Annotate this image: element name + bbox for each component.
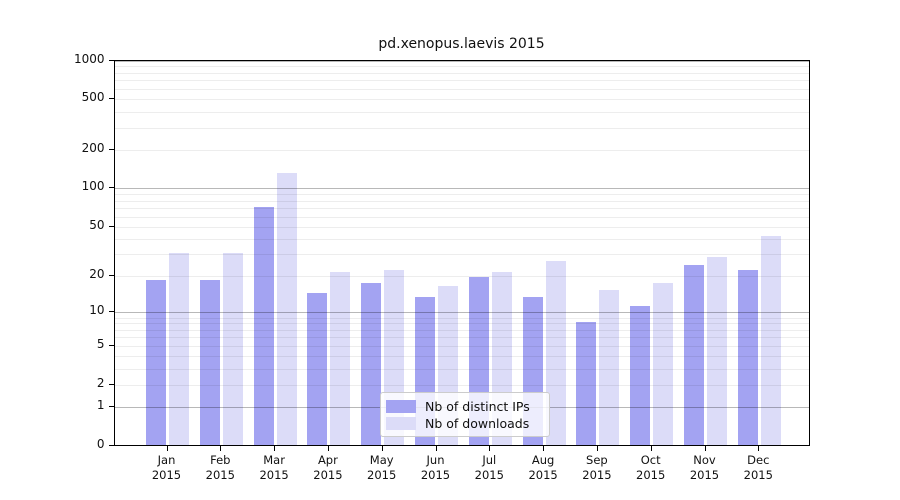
x-tick-aug <box>543 445 545 451</box>
y-tick-20 <box>108 275 114 277</box>
y-tick-0 <box>108 445 114 446</box>
gridline-200 <box>114 150 809 152</box>
legend-swatch-downloads <box>386 416 416 430</box>
x-label-jan: Jan 2015 <box>151 452 182 482</box>
y-tick-label-10: 10 <box>89 303 105 318</box>
gridline-100 <box>114 188 809 190</box>
y-tick-label-20: 20 <box>89 267 105 282</box>
bar-oct-downloads <box>653 283 674 445</box>
x-label-oct: Oct 2015 <box>636 452 666 482</box>
legend-item-downloads: Nb of downloads <box>386 415 549 431</box>
y-tick-1 <box>108 406 114 408</box>
x-label-jul: Jul 2015 <box>474 452 504 482</box>
bar-oct-distinct-ips <box>630 305 651 445</box>
y-tick-label-1: 1 <box>96 398 105 413</box>
legend-label-distinct-ips: Nb of distinct IPs <box>425 398 530 414</box>
x-label-apr: Apr 2015 <box>313 452 343 482</box>
y-tick-label-1000: 1000 <box>73 51 105 66</box>
y-tick-2 <box>108 383 114 385</box>
gridline-30 <box>114 254 809 256</box>
y-tick-100 <box>108 187 114 189</box>
x-label-may: May 2015 <box>367 452 397 482</box>
bar-may-distinct-ips <box>361 283 382 445</box>
y-tick-label-500: 500 <box>81 90 105 105</box>
y-tick-500 <box>108 98 114 100</box>
y-tick-label-5: 5 <box>96 337 105 352</box>
legend-label-downloads: Nb of downloads <box>425 415 530 431</box>
bar-apr-distinct-ips <box>307 293 328 445</box>
x-label-aug: Aug 2015 <box>528 452 558 482</box>
gridline-700 <box>114 80 809 82</box>
gridline-1000 <box>114 60 809 62</box>
y-tick-label-0: 0 <box>96 437 105 451</box>
x-tick-sep <box>596 445 598 451</box>
y-tick-label-200: 200 <box>81 141 105 156</box>
x-label-mar: Mar 2015 <box>259 452 289 482</box>
bar-dec-distinct-ips <box>737 269 758 445</box>
y-tick-5 <box>108 345 114 347</box>
x-label-dec: Dec 2015 <box>743 452 773 482</box>
x-tick-dec <box>758 445 760 451</box>
bar-nov-distinct-ips <box>684 264 704 445</box>
x-tick-feb <box>220 445 222 451</box>
y-tick-200 <box>108 149 114 151</box>
x-tick-mar <box>274 445 276 451</box>
gridline-50 <box>114 226 809 228</box>
y-tick-label-50: 50 <box>89 217 105 232</box>
bar-apr-downloads <box>330 272 351 445</box>
gridline-600 <box>114 88 809 90</box>
y-tick-10 <box>108 311 114 313</box>
x-label-nov: Nov 2015 <box>689 452 720 482</box>
x-tick-jun <box>435 445 437 451</box>
bar-nov-downloads <box>707 256 727 445</box>
legend-item-distinct-ips: Nb of distinct IPs <box>386 398 549 414</box>
gridline-80 <box>114 200 809 202</box>
gridline-20 <box>114 276 809 278</box>
legend: Nb of distinct IPs Nb of downloads <box>380 392 550 437</box>
x-label-feb: Feb 2015 <box>205 452 235 482</box>
x-tick-oct <box>650 445 652 451</box>
x-label-sep: Sep 2015 <box>582 452 612 482</box>
bar-aug-downloads <box>545 260 566 445</box>
bar-sep-distinct-ips <box>576 321 597 445</box>
y-tick-label-100: 100 <box>81 179 105 194</box>
bar-mar-distinct-ips <box>253 206 274 445</box>
x-tick-nov <box>704 445 706 451</box>
gridline-900 <box>114 66 809 68</box>
bar-feb-downloads <box>222 252 243 445</box>
gridline-500 <box>114 99 809 101</box>
plot-area <box>113 59 810 446</box>
x-tick-may <box>381 445 383 451</box>
gridline-60 <box>114 216 809 218</box>
bar-jan-downloads <box>169 252 189 445</box>
bar-dec-downloads <box>760 235 781 445</box>
x-tick-jan <box>166 445 168 451</box>
x-tick-jul <box>489 445 491 451</box>
gridline-40 <box>114 238 809 240</box>
y-tick-50 <box>108 225 114 227</box>
y-tick-label-2: 2 <box>96 375 105 390</box>
gridline-70 <box>114 208 809 210</box>
chart-title: pd.xenopus.laevis 2015 <box>378 36 545 52</box>
gridline-90 <box>114 194 809 196</box>
bar-sep-downloads <box>599 289 620 445</box>
legend-swatch-distinct-ips <box>386 399 416 413</box>
x-tick-apr <box>327 445 329 451</box>
bar-feb-distinct-ips <box>199 280 220 445</box>
gridline-400 <box>114 111 809 113</box>
x-label-jun: Jun 2015 <box>420 452 451 482</box>
gridline-300 <box>114 127 809 129</box>
bar-jan-distinct-ips <box>146 280 166 445</box>
y-tick-1000 <box>108 59 114 61</box>
bar-mar-downloads <box>276 173 297 445</box>
gridline-800 <box>114 72 809 74</box>
